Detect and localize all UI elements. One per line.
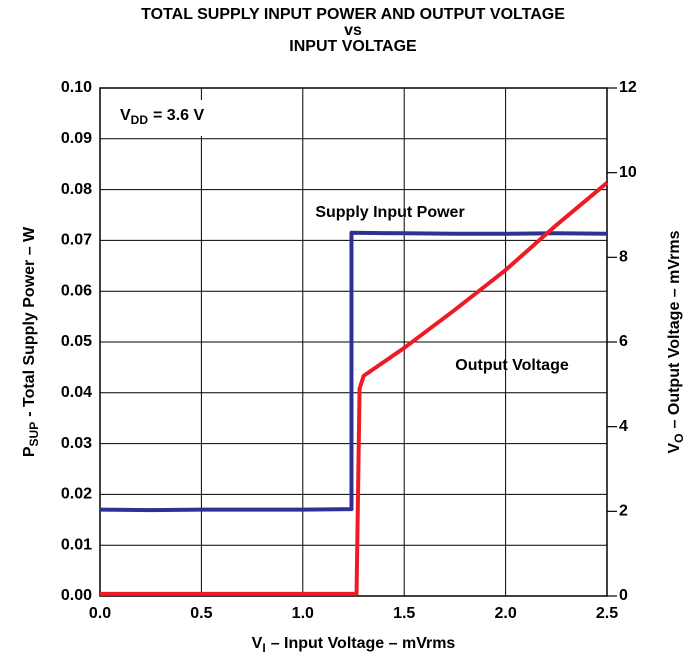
y2-axis-label-text: – Output Voltage – mVrms [666,230,683,428]
y2-tick-label: 10 [619,164,637,181]
y-tick-label: 0.09 [61,130,92,147]
y2-tick-label: 4 [619,418,628,435]
x-tick-label: 0.5 [190,605,212,622]
y2-tick-label: 6 [619,333,628,350]
y-tick-label: 0.06 [61,282,92,299]
x-tick-label: 0.0 [89,605,111,622]
x-axis-label-symbol: V [252,635,263,652]
y-axis-label: PSUP - Total Supply Power – W [21,226,41,457]
y-tick-label: 0.02 [61,486,92,503]
chart-title: TOTAL SUPPLY INPUT POWER AND OUTPUT VOLT… [141,6,565,23]
x-tick-label: 1.0 [292,605,314,622]
y-tick-label: 0.10 [61,79,92,96]
plot-frame [99,87,608,597]
x-tick-label: 2.0 [494,605,516,622]
chart-title: vs [344,22,362,39]
y-tick-label: 0.04 [61,384,92,401]
y-axis-label-symbol: P [21,446,38,457]
y2-axis-label-subscript: O [672,433,686,442]
x-tick-label: 2.5 [596,605,618,622]
x-axis-label: VI – Input Voltage – mVrms [252,635,456,655]
x-axis-label-text: – Input Voltage – mVrms [271,635,456,652]
y2-axis-label: VO – Output Voltage – mVrms [666,230,686,453]
series-label: Output Voltage [455,357,569,374]
annotation-subscript: DD [131,113,149,127]
data-line [100,181,609,596]
y-axis-label-subscript: SUP [27,422,41,447]
y2-tick-label: 8 [619,249,628,266]
annotation-box [112,100,272,136]
y-tick-label: 0.08 [61,181,92,198]
y-axis-label-text: - Total Supply Power – W [21,226,38,417]
chart-title: INPUT VOLTAGE [289,38,417,55]
annotation-symbol: V [120,107,131,124]
y2-tick-label: 0 [619,587,628,604]
data-line [99,230,608,513]
y-tick-label: 0.03 [61,435,92,452]
y-tick-label: 0.05 [61,333,92,350]
y2-tick-label: 2 [619,503,628,520]
y-tick-label: 0.07 [61,232,92,249]
y2-axis-label-symbol: V [666,442,683,453]
y2-tick-label: 12 [619,79,637,96]
x-axis-label-subscript: I [262,641,265,655]
annotation: VDD = 3.6 V [120,107,204,127]
y-tick-label: 0.01 [61,536,92,553]
y-tick-label: 0.00 [61,587,92,604]
annotation-text: = 3.6 V [153,107,204,124]
series-label: Supply Input Power [315,204,464,221]
x-tick-label: 1.5 [393,605,415,622]
